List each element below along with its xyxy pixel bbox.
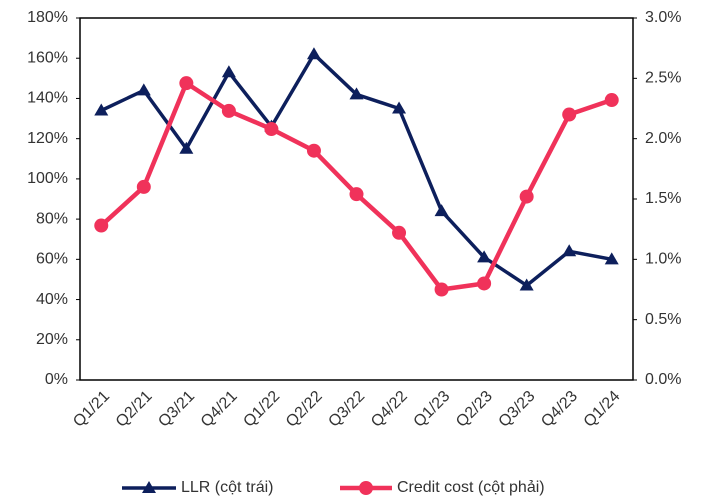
y-tick-label: 60% [36, 251, 68, 268]
x-tick-label: Q1/21 [70, 388, 113, 431]
legend: LLR (cột trái) Credit cost (cột phải) [122, 479, 545, 496]
x-tick-label: Q3/21 [155, 388, 198, 431]
x-tick-label: Q3/23 [496, 388, 539, 431]
marker [434, 204, 449, 217]
y-tick-label: 40% [36, 291, 68, 308]
y-tick-label: 100% [27, 170, 68, 187]
marker [392, 101, 407, 114]
x-tick-label: Q4/23 [538, 388, 581, 431]
x-tick-label: Q2/22 [283, 388, 326, 431]
y2-tick-label: 1.0% [645, 251, 681, 268]
y2-tick-label: 2.0% [645, 130, 681, 147]
legend-label: Credit cost (cột phải) [397, 479, 545, 496]
marker [519, 189, 534, 204]
y2-tick-label: 0.0% [645, 371, 681, 388]
marker [306, 143, 321, 158]
line [99, 80, 613, 292]
marker [392, 225, 407, 240]
marker [477, 276, 492, 291]
x-tick-label: Q2/23 [453, 388, 496, 431]
legend-label: LLR (cột trái) [181, 479, 273, 496]
y-tick-label: 120% [27, 130, 68, 147]
marker [349, 187, 364, 202]
y2-tick-label: 1.5% [645, 190, 681, 207]
marker [94, 103, 109, 116]
y-tick-label: 0% [45, 371, 68, 388]
marker [604, 93, 619, 108]
y-tick-label: 20% [36, 331, 68, 348]
marker [306, 47, 321, 60]
marker [562, 244, 577, 257]
x-tick-label: Q4/21 [198, 388, 241, 431]
series [94, 76, 619, 297]
x-tick-label: Q1/22 [240, 388, 283, 431]
marker [519, 278, 534, 291]
y-tick-label: 180% [27, 9, 68, 26]
y2-tick-label: 0.5% [645, 311, 681, 328]
x-tick-label: Q4/22 [368, 388, 411, 431]
marker [264, 122, 279, 137]
marker [562, 107, 577, 122]
marker [179, 141, 194, 154]
y-tick-label: 80% [36, 210, 68, 227]
marker [179, 76, 194, 91]
legend-marker [359, 481, 373, 495]
marker [604, 252, 619, 265]
x-tick-label: Q3/22 [325, 388, 368, 431]
x-tick-label: Q1/23 [411, 388, 454, 431]
marker [221, 65, 236, 78]
y-tick-label: 160% [27, 49, 68, 66]
marker [477, 250, 492, 263]
marker [221, 103, 236, 118]
legend-marker [142, 481, 156, 493]
x-tick-label: Q1/24 [581, 388, 624, 431]
marker [94, 218, 109, 233]
marker [136, 83, 151, 96]
y-tick-label: 140% [27, 90, 68, 107]
marker [349, 87, 364, 100]
marker [136, 179, 151, 194]
marker [434, 282, 449, 297]
x-tick-label: Q2/21 [113, 388, 156, 431]
series [94, 47, 619, 291]
y2-tick-label: 3.0% [645, 9, 681, 26]
y2-tick-label: 2.5% [645, 70, 681, 87]
